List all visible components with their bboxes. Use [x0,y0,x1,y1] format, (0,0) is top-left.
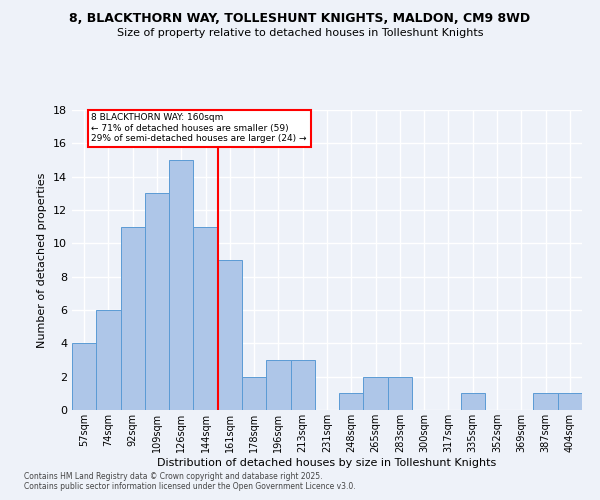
Text: Contains public sector information licensed under the Open Government Licence v3: Contains public sector information licen… [24,482,356,491]
Y-axis label: Number of detached properties: Number of detached properties [37,172,47,348]
Bar [121,226,145,410]
Text: 8, BLACKTHORN WAY, TOLLESHUNT KNIGHTS, MALDON, CM9 8WD: 8, BLACKTHORN WAY, TOLLESHUNT KNIGHTS, M… [70,12,530,26]
Bar [461,394,485,410]
Bar [169,160,193,410]
Bar [558,394,582,410]
Bar [290,360,315,410]
Text: Contains HM Land Registry data © Crown copyright and database right 2025.: Contains HM Land Registry data © Crown c… [24,472,323,481]
Bar [218,260,242,410]
Bar [72,344,96,410]
Bar [242,376,266,410]
Bar [388,376,412,410]
Bar [339,394,364,410]
Text: 8 BLACKTHORN WAY: 160sqm
← 71% of detached houses are smaller (59)
29% of semi-d: 8 BLACKTHORN WAY: 160sqm ← 71% of detach… [91,114,307,143]
Bar [533,394,558,410]
Text: Size of property relative to detached houses in Tolleshunt Knights: Size of property relative to detached ho… [117,28,483,38]
X-axis label: Distribution of detached houses by size in Tolleshunt Knights: Distribution of detached houses by size … [157,458,497,468]
Bar [193,226,218,410]
Bar [96,310,121,410]
Bar [145,194,169,410]
Bar [266,360,290,410]
Bar [364,376,388,410]
